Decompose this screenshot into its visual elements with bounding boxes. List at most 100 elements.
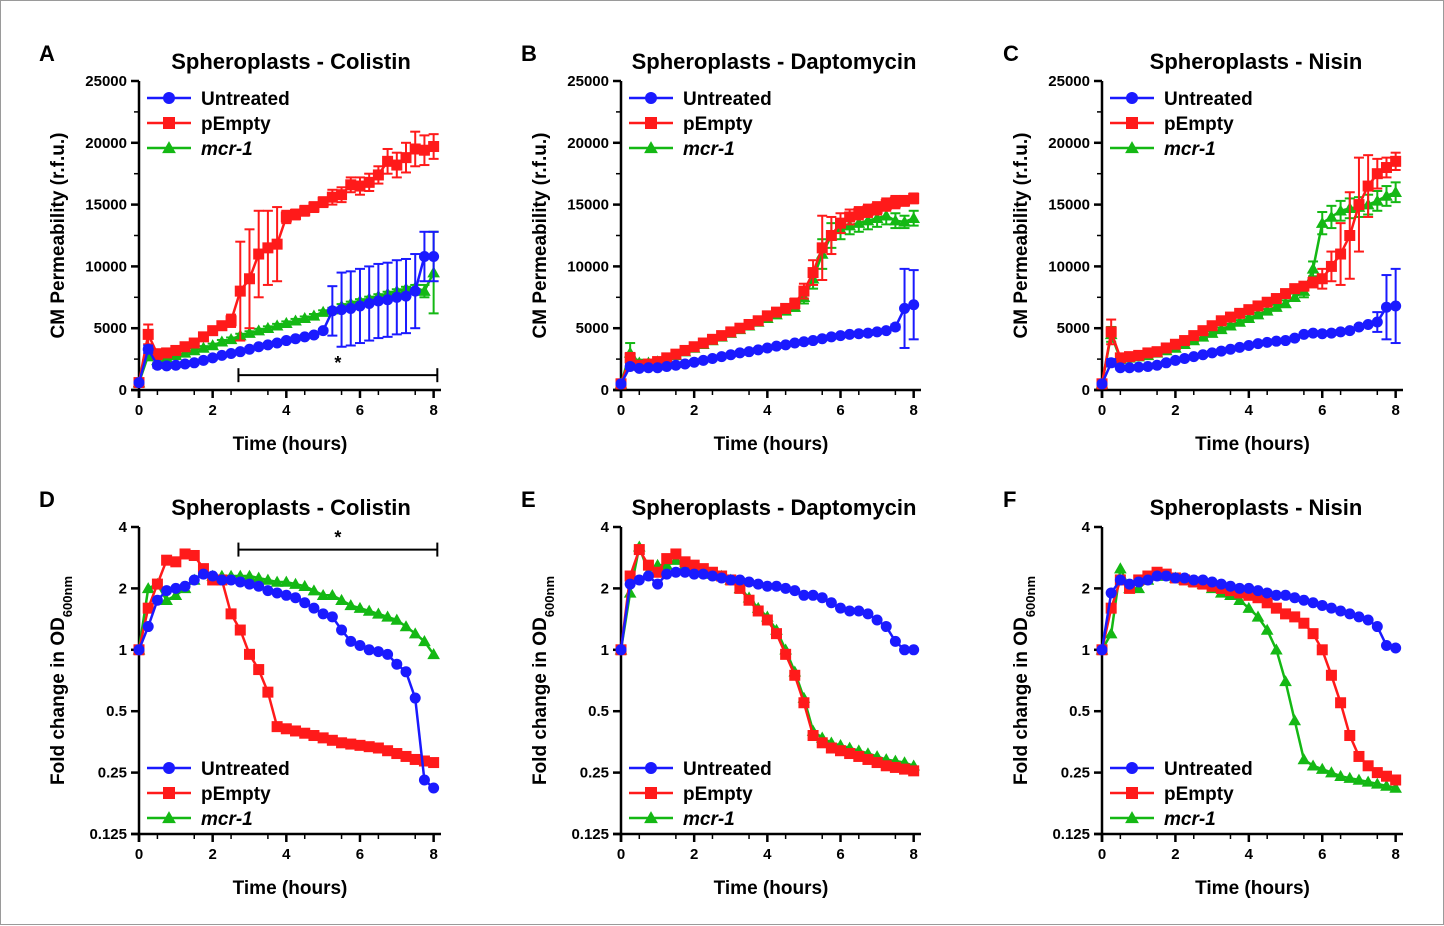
data-point	[734, 582, 746, 594]
data-point	[1316, 644, 1328, 656]
data-point	[816, 333, 828, 345]
data-point	[372, 646, 384, 658]
data-point	[1224, 580, 1236, 592]
y-tick-label: 0.25	[98, 765, 127, 782]
legend-label: Untreated	[201, 89, 290, 110]
panel-a: A Spheroplasts - Colistin 0 2 4 6 8 0 5000 10000 1…	[39, 41, 441, 455]
legend-marker	[645, 92, 657, 104]
x-tick-label: 2	[1171, 846, 1179, 863]
panel-title: Spheroplasts - Nisin	[1150, 495, 1363, 520]
data-point	[400, 750, 412, 762]
data-point	[234, 346, 246, 358]
data-point	[889, 214, 902, 226]
data-point	[142, 328, 154, 340]
y-tick-label: 4	[119, 519, 128, 536]
data-point	[1380, 301, 1392, 313]
data-point	[409, 285, 421, 297]
data-point	[1205, 326, 1219, 338]
data-point	[1325, 327, 1337, 339]
y-tick-label: 4	[1082, 519, 1091, 536]
data-point	[1270, 602, 1282, 614]
data-point	[179, 358, 191, 370]
data-point	[382, 155, 394, 167]
data-point	[807, 589, 819, 601]
data-point	[1343, 771, 1357, 783]
data-point	[661, 352, 673, 364]
data-point	[207, 570, 219, 582]
data-point	[1260, 304, 1274, 316]
data-point	[307, 584, 321, 596]
legend-label: mcr-1	[683, 809, 735, 830]
data-point	[652, 362, 664, 374]
data-point	[1306, 759, 1320, 771]
data-point	[1133, 576, 1145, 588]
data-point	[835, 745, 847, 757]
data-point	[271, 238, 283, 250]
data-point	[271, 721, 283, 733]
data-point	[807, 267, 819, 279]
y-tick-label: 0	[1082, 382, 1090, 399]
data-point	[862, 205, 874, 217]
data-point	[271, 587, 283, 599]
data-point	[770, 306, 782, 318]
data-point	[1344, 608, 1356, 620]
data-point	[1243, 340, 1255, 352]
y-tick-label: 1	[119, 642, 127, 659]
data-point	[761, 580, 773, 592]
data-point	[317, 325, 329, 337]
data-point	[761, 342, 773, 354]
data-point	[816, 592, 828, 604]
data-point	[1371, 621, 1383, 633]
y-tick-label: 15000	[85, 197, 127, 214]
data-point	[1325, 210, 1338, 222]
data-point	[1344, 230, 1356, 241]
data-point	[326, 305, 338, 317]
data-point	[1197, 325, 1209, 337]
data-point	[408, 627, 422, 639]
data-point	[326, 588, 339, 601]
data-point	[752, 315, 764, 327]
data-point	[1315, 762, 1329, 774]
data-point	[1096, 644, 1108, 656]
data-point	[1362, 614, 1374, 626]
data-point	[1380, 162, 1392, 174]
data-point	[1132, 582, 1146, 594]
panel-title: Spheroplasts - Daptomycin	[632, 49, 917, 74]
data-point	[1252, 585, 1264, 597]
data-point	[908, 192, 920, 204]
legend: Untreated pEmpty mcr-1	[1110, 89, 1253, 160]
series-pempty	[1096, 566, 1402, 786]
data-point	[1335, 248, 1347, 260]
x-tick-label: 6	[356, 402, 364, 419]
data-point	[615, 644, 627, 656]
data-point	[1133, 349, 1145, 361]
data-point	[308, 730, 320, 742]
data-point	[642, 559, 654, 571]
legend-marker	[163, 762, 175, 774]
y-tick-label: 2	[601, 580, 609, 597]
data-point	[624, 361, 636, 373]
data-point	[1298, 328, 1310, 340]
panel-letter: B	[521, 41, 537, 66]
legend-marker	[644, 811, 658, 824]
x-tick-label: 6	[836, 846, 844, 863]
data-point	[752, 578, 764, 590]
data-point	[1362, 180, 1374, 192]
data-point	[169, 588, 183, 601]
data-point	[1124, 578, 1136, 590]
data-point	[142, 343, 154, 355]
y-tick-label: 5000	[94, 320, 127, 337]
legend-label: mcr-1	[201, 139, 253, 160]
data-point	[1179, 352, 1191, 364]
data-point	[697, 354, 709, 366]
panel-letter: E	[521, 487, 536, 512]
data-point	[290, 208, 302, 220]
data-point	[697, 568, 709, 580]
data-point	[1252, 300, 1264, 312]
y-tick-label: 2	[1082, 580, 1090, 597]
legend: Untreated pEmpty mcr-1	[629, 89, 772, 160]
data-point	[1234, 582, 1246, 594]
panel-letter: A	[39, 41, 55, 66]
data-point	[879, 209, 893, 221]
x-axis-title: Time (hours)	[714, 878, 829, 899]
